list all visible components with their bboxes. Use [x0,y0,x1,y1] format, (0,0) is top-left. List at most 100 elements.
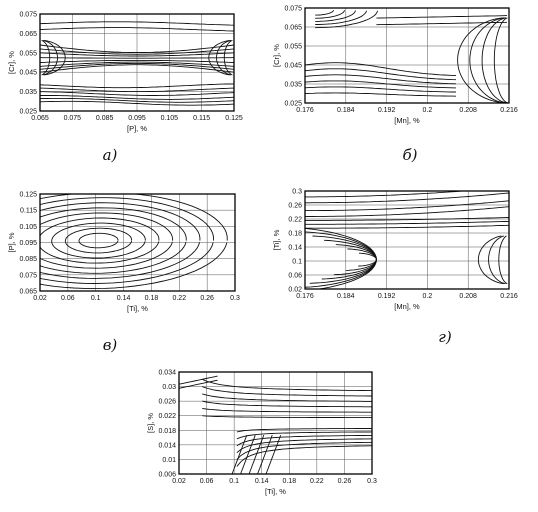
contour-line [40,61,234,67]
contour-line [208,39,230,76]
y-tick-label: 0.02 [288,287,302,294]
y-tick-label: 0.18 [288,231,302,238]
panel-letter: в) [103,336,118,354]
y-tick-label: 0.035 [284,82,302,89]
contour-line [305,86,456,93]
contour-line [40,197,214,284]
panel-letter: б) [402,146,417,164]
x-tick-label: 0.192 [378,293,396,300]
x-tick-label: 0.115 [193,115,210,122]
x-tick-label: 0.065 [31,115,49,122]
x-tick-label: 0.176 [296,107,314,114]
x-axis-label: [Mn], % [394,302,420,311]
y-tick-label: 0.025 [19,109,37,116]
contour-line [305,217,509,221]
contour-line [40,52,234,57]
x-axis-label: [Ti], % [265,487,286,496]
contour-line [309,235,377,284]
contour-line [315,10,367,25]
contour-line [305,206,509,217]
x-tick-label: 0.14 [255,478,269,485]
contour-line [305,80,457,89]
x-tick-label: 0.2 [423,107,433,114]
contour-line [305,227,377,289]
contour-line [493,17,509,103]
contour-line [40,27,234,32]
y-axis-label: [Cr], % [272,44,281,67]
contour-line [305,68,457,81]
contour-line [40,64,234,73]
x-tick-label: 0.14 [117,295,131,302]
contour-line [40,59,234,63]
x-tick-label: 0.18 [145,295,159,302]
contour-lines [305,10,509,103]
contour-line [488,235,506,285]
contour-line [305,200,509,212]
contour-line [202,393,372,402]
contour-line [469,17,507,103]
x-tick-label: 0.216 [500,107,518,114]
y-axis-label: [S], % [146,413,155,433]
contour-line [481,17,508,103]
contour-line [40,21,234,26]
contour-line [236,428,372,433]
x-tick-label: 0.02 [33,295,47,302]
y-tick-label: 0.018 [158,428,176,435]
x-axis-label: [Mn], % [394,116,420,125]
contour-line [315,10,378,29]
contour-line [40,83,234,89]
y-tick-label: 0.025 [284,101,302,108]
contour-line [231,435,248,474]
x-tick-label: 0.075 [64,115,82,122]
y-tick-label: 0.026 [158,399,176,406]
contour-line [305,92,457,97]
contour-line [202,407,372,413]
contour-line [376,15,508,19]
contour-line [202,400,372,408]
contour-line [40,100,234,106]
y-tick-label: 0.075 [19,272,37,279]
contour-line [305,192,509,204]
contour-line [40,212,174,269]
y-tick-label: 0.006 [158,472,176,479]
y-tick-label: 0.065 [284,25,302,32]
y-axis-label: [Ti], % [272,229,281,250]
x-tick-label: 0.192 [378,107,396,114]
plot-frame [304,190,510,290]
contour-line [202,386,372,397]
contour-line [78,232,119,249]
x-tick-label: 0.1 [91,295,101,302]
y-tick-label: 0.125 [19,192,37,199]
contour-line [40,87,234,93]
y-tick-label: 0.045 [19,70,37,77]
contour-panel-5: 0.02 0.06 0.1 0.14 0.18 0.22 0.26 0.3 0.006 0.01 0… [146,370,377,497]
contour-line [315,10,345,19]
y-axis-label: [P], % [7,232,16,252]
contour-line [40,97,234,103]
contour-line [305,62,457,77]
x-tick-label: 0.3 [367,478,377,485]
x-tick-label: 0.208 [459,293,477,300]
contour-line [40,57,234,59]
contour-panel-2: 0.176 0.184 0.192 0.2 0.208 0.216 0.025 0.035 0.… [272,6,518,165]
x-tick-label: 0.184 [337,107,355,114]
x-tick-label: 0.176 [296,293,314,300]
contour-line [216,39,232,76]
contour-lines [305,191,509,289]
contour-line [265,435,282,474]
x-tick-label: 0.06 [61,295,75,302]
contour-line [179,379,218,389]
contour-line [42,39,58,76]
contour-line [236,441,372,460]
plot-frame [304,7,510,104]
plot-frame [39,13,235,112]
contour-line [240,435,256,474]
contour-line [179,375,218,385]
y-tick-label: 0.26 [288,203,302,210]
contour-line [40,207,187,274]
panel-letter: г) [438,328,452,346]
contour-line [41,39,51,76]
contour-line [305,224,509,229]
y-tick-label: 0.075 [284,6,302,13]
